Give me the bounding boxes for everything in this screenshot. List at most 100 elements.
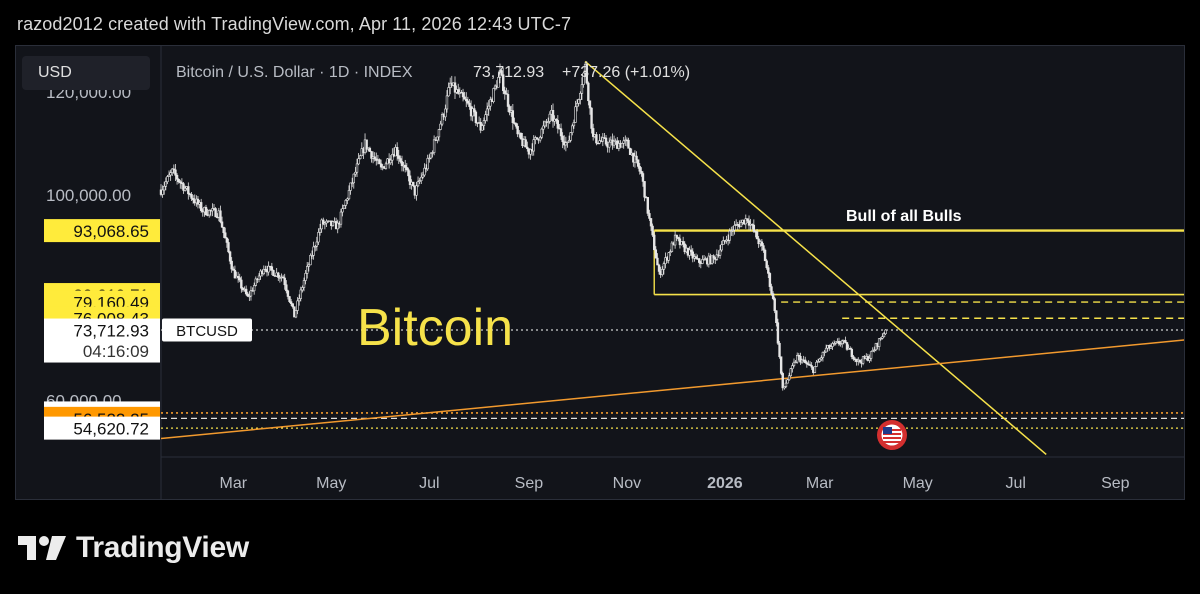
candle-body — [792, 361, 796, 366]
candle-body — [244, 288, 248, 295]
candle-body — [821, 351, 825, 358]
time-axis-tick: Jul — [1005, 475, 1025, 492]
candle-body — [664, 257, 667, 264]
bull-annotation[interactable]: Bull of all Bulls — [846, 208, 962, 225]
candle-body — [524, 139, 527, 148]
candle-body — [654, 249, 658, 259]
candle-body — [779, 356, 783, 374]
candle-body — [421, 174, 425, 178]
candle-body — [172, 168, 176, 171]
candle-body — [519, 132, 523, 139]
candle-body — [481, 125, 484, 131]
candle-body — [355, 163, 359, 173]
candle-body — [502, 74, 505, 91]
candle-body — [384, 163, 388, 169]
candle-body — [770, 286, 773, 294]
candle-body — [463, 96, 466, 100]
candle-body — [877, 338, 881, 347]
price-chart[interactable]: Bitcoin Bitcoin / U.S. Dollar · 1D · IND… — [16, 46, 1185, 500]
candle-body — [794, 361, 797, 364]
candle-body — [508, 106, 511, 113]
candle-body — [722, 240, 725, 245]
candle-body — [585, 63, 588, 84]
candle-body — [230, 260, 233, 270]
candle-body — [331, 221, 335, 226]
candle-body — [270, 266, 274, 271]
symbol-tag[interactable] — [162, 318, 252, 342]
candle-body — [871, 350, 874, 352]
candle-body — [670, 242, 674, 252]
support-trendline[interactable] — [160, 339, 1185, 440]
candle-body — [805, 362, 809, 365]
candle-body — [301, 287, 304, 291]
candle-body — [225, 237, 229, 243]
candle-body — [283, 277, 286, 286]
candle-body — [559, 128, 563, 137]
currency-button[interactable]: USD — [22, 56, 150, 90]
candle-body — [824, 347, 828, 353]
candle-body — [204, 206, 208, 215]
candle-body — [698, 258, 701, 263]
candle-body — [604, 137, 608, 145]
candle-body — [579, 93, 582, 100]
candle-body — [844, 340, 847, 343]
candle-body — [416, 181, 420, 187]
candle-body — [657, 264, 661, 272]
candle-body — [572, 122, 576, 127]
candle-body — [407, 169, 410, 177]
tradingview-logo-icon — [18, 536, 66, 560]
price-label-badge — [44, 219, 160, 243]
symbol-watermark: Bitcoin — [357, 299, 513, 357]
candle-body — [485, 108, 489, 115]
candle-body — [546, 121, 550, 123]
candle-body — [575, 103, 579, 108]
candle-body — [471, 108, 474, 117]
candle-body — [773, 298, 776, 312]
candle-body — [368, 147, 372, 152]
candle-body — [813, 366, 817, 373]
candle-body — [312, 246, 315, 256]
candle-body — [444, 108, 447, 118]
candle-body — [852, 356, 855, 360]
candle-body — [222, 226, 225, 234]
candle-body — [849, 348, 852, 350]
candle-body — [786, 379, 789, 384]
candle-body — [661, 269, 664, 275]
candle-body — [879, 338, 882, 340]
us-flag-canton — [882, 427, 892, 434]
price-label-badge — [44, 416, 160, 440]
candle-body — [566, 141, 569, 144]
candle-body — [590, 107, 593, 129]
candle-body — [289, 301, 293, 304]
candle-body — [516, 125, 519, 135]
candle-body — [641, 173, 645, 182]
candle-body — [492, 88, 495, 102]
candle-body — [683, 243, 686, 253]
resistance-trendline[interactable] — [584, 60, 1047, 456]
candle-body — [762, 245, 765, 251]
candle-body — [789, 368, 792, 377]
candle-body — [370, 151, 373, 159]
candle-body — [171, 168, 174, 173]
candle-body — [315, 241, 319, 247]
candle-body — [317, 232, 320, 243]
candle-body — [535, 137, 539, 140]
candle-body — [551, 110, 555, 122]
candle-body — [720, 244, 723, 251]
candle-body — [415, 185, 418, 196]
candle-body — [397, 155, 400, 159]
candle-body — [474, 111, 478, 124]
chart-panel[interactable]: Bitcoin Bitcoin / U.S. Dollar · 1D · IND… — [15, 45, 1185, 500]
candle-body — [161, 189, 164, 195]
candle-body — [598, 140, 601, 144]
candle-body — [428, 157, 431, 160]
candle-body — [468, 102, 471, 107]
candle-body — [868, 358, 871, 361]
candle-body — [808, 364, 812, 366]
candle-body — [810, 365, 813, 368]
candle-body — [167, 174, 171, 177]
candle-body — [775, 310, 778, 323]
candle-body — [196, 198, 200, 205]
candle-body — [776, 322, 780, 344]
candle-body — [227, 242, 230, 253]
